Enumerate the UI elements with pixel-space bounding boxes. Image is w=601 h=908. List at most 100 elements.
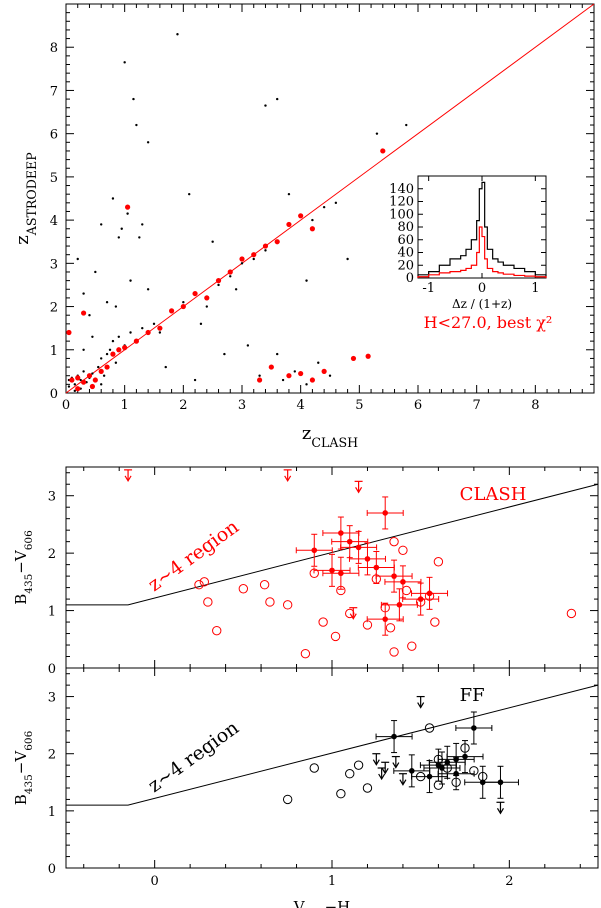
x-tick-label: 1 [121, 398, 129, 413]
open-point [353, 760, 364, 770]
y-tick-label: 2 [50, 301, 58, 316]
data-point-black [276, 352, 279, 356]
y-tick-label: 3 [48, 490, 56, 505]
open-point [300, 648, 311, 659]
y-tick-label: 2 [48, 547, 56, 562]
data-point-red [180, 303, 186, 310]
histogram-all [417, 181, 547, 278]
y-tick-label: 7 [50, 84, 58, 99]
open-point [259, 580, 270, 590]
data-point-black [108, 348, 112, 351]
chart-redshift-comparison: 0 1 2 3 4 5 6 7 8012345678zCLASHzASTRODEEP020406… [12, 3, 595, 450]
inset-y-tick-label: 0 [406, 271, 414, 286]
open-point [398, 545, 408, 555]
data-point-black [229, 275, 232, 278]
filled-point [382, 510, 389, 516]
upper-limit-arrow [378, 773, 386, 781]
data-point-black [76, 257, 79, 261]
data-point-black [100, 357, 103, 360]
histogram-selected [417, 226, 547, 278]
data-point-black [82, 348, 85, 351]
x-tick-label: 0 [62, 398, 70, 413]
data-point-black [252, 257, 255, 261]
filled-point [409, 768, 415, 774]
data-point-red [145, 329, 151, 336]
data-point-black [234, 288, 238, 291]
x-tick-label: 8 [531, 398, 539, 413]
filled-point [471, 725, 477, 731]
data-point-red [169, 308, 175, 314]
data-point-black [246, 344, 250, 347]
inset-y-tick-label: 40 [397, 246, 414, 261]
inset-y-tick-label: 60 [397, 233, 414, 248]
filled-point [364, 556, 371, 562]
data-point-red [286, 221, 292, 228]
data-point-black [94, 270, 97, 274]
open-point [401, 585, 412, 596]
filled-point [355, 544, 362, 551]
region-label: z~4 region [144, 516, 243, 596]
data-point-black [182, 301, 185, 304]
x-tick-label: 5 [355, 398, 363, 413]
upper-limit-arrow [417, 702, 425, 709]
filled-point [391, 733, 397, 740]
filled-point [462, 753, 468, 760]
selection-boundary [66, 684, 599, 806]
open-point [318, 617, 328, 627]
x-tick-label: 7 [473, 398, 481, 413]
x-tick-label: 4 [297, 398, 305, 413]
inset-y-tick-label: 20 [397, 258, 414, 273]
x-tick-label: 6 [414, 398, 422, 413]
data-point-black [146, 141, 150, 144]
data-point-black [91, 335, 94, 339]
data-point-black [100, 383, 103, 386]
data-point-red [75, 375, 81, 381]
data-point-red [204, 295, 210, 301]
data-point-black [199, 322, 203, 326]
data-point-black [141, 326, 144, 330]
upper-limit-arrow [392, 762, 400, 769]
y-axis-title: B435−V606 [12, 530, 35, 605]
data-point-red [365, 353, 371, 359]
filled-point [391, 573, 397, 579]
data-point-black [258, 374, 261, 377]
data-point-black [120, 227, 123, 230]
data-point-black [114, 361, 118, 364]
y-tick-label: 8 [50, 41, 58, 56]
data-point-red [98, 368, 104, 374]
y-tick-label: 0 [48, 662, 56, 677]
filled-point [311, 547, 318, 554]
data-point-black [105, 352, 109, 356]
data-point-red [251, 252, 257, 258]
filled-point [426, 773, 433, 780]
data-point-red [66, 329, 72, 336]
data-point-red [274, 239, 280, 245]
y-tick-label: 1 [50, 344, 58, 359]
inset-x-tick-label: -1 [422, 281, 435, 296]
inset-label: H<27.0, best χ² [424, 313, 553, 332]
filled-point [338, 570, 344, 577]
data-point-black [311, 218, 314, 222]
data-point-black [164, 365, 167, 369]
chart-ff-colors: 0 1 2 3 0 1 2 V606−H160 B435−V606 z~4 region FF [12, 667, 599, 908]
one-to-one-line [65, 3, 595, 394]
data-point-black [334, 201, 338, 205]
data-point-red [380, 148, 386, 154]
filled-point [439, 765, 445, 771]
open-point [282, 794, 293, 805]
filled-point [453, 770, 459, 777]
data-point-black [346, 257, 349, 261]
filled-point [396, 602, 403, 608]
data-point-red [298, 213, 304, 219]
data-point-red [92, 377, 98, 383]
filled-point [373, 564, 380, 571]
data-point-red [89, 383, 95, 390]
upper-limit-arrow [381, 767, 389, 775]
data-point-black [123, 61, 126, 64]
data-point-red [262, 243, 269, 249]
inset-y-tick-label: 80 [397, 220, 414, 235]
open-point [309, 763, 319, 773]
open-point [238, 584, 249, 594]
inset-y-tick-label: 120 [389, 195, 414, 210]
data-point-black [111, 339, 115, 343]
